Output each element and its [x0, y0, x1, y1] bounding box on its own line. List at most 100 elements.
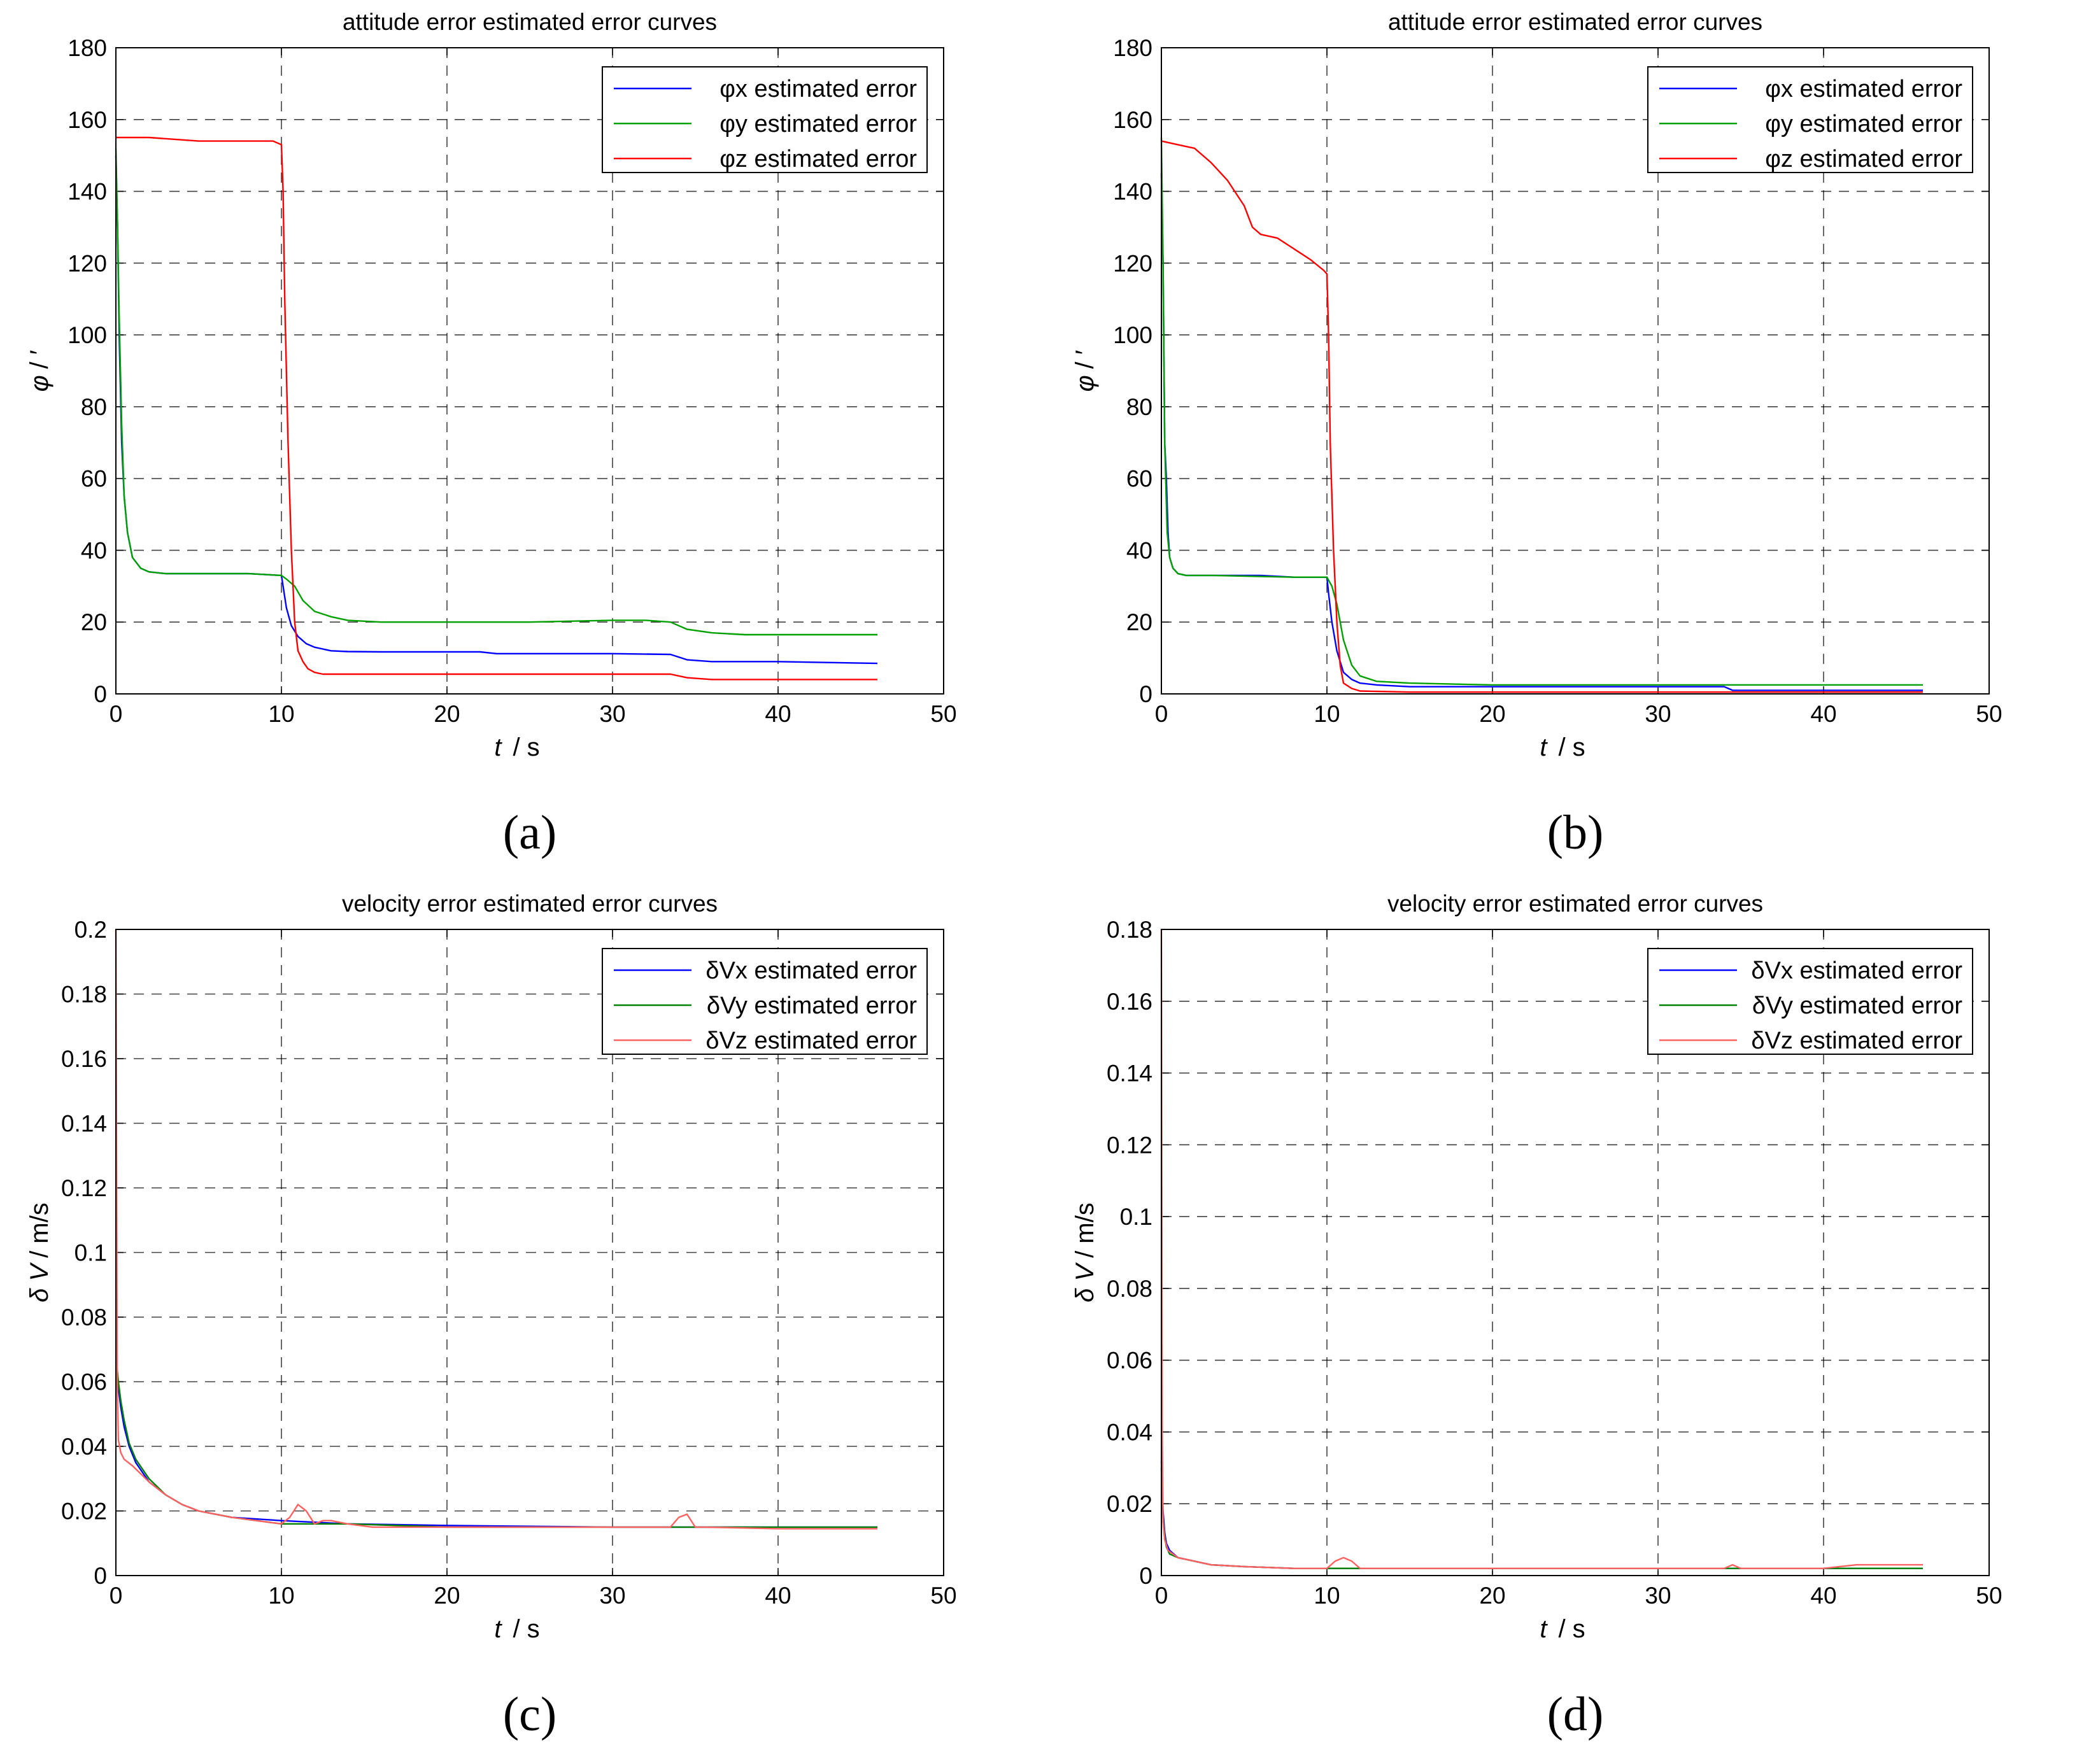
x-tick-label: 50 — [930, 1583, 956, 1609]
y-tick-label: 0 — [94, 681, 107, 707]
x-tick-label: 20 — [434, 701, 460, 727]
legend-label-1: δVx estimated error — [705, 957, 917, 984]
x-tick-label: 40 — [1810, 1583, 1836, 1609]
x-tick-label: 0 — [1155, 701, 1168, 727]
y-tick-label: 0.1 — [74, 1240, 107, 1266]
legend: φx estimated error φy estimated error φz e… — [602, 66, 928, 173]
y-tick-label: 120 — [1113, 250, 1152, 276]
legend-label-1: φx estimated error — [1765, 76, 1962, 102]
x-tick-label: 10 — [1314, 1583, 1340, 1609]
chart-title: attitude error estimated error curves — [343, 9, 717, 35]
panel-label: (d) — [1547, 1688, 1604, 1741]
chart-svg: attitude error estimated error curves 0 10… — [25, 9, 957, 761]
y-tick-label: 0.1 — [1120, 1204, 1152, 1230]
series-line-3 — [1160, 929, 1923, 1569]
y-axis-label-symbol: δ V — [25, 1262, 53, 1302]
legend-box — [602, 948, 928, 1055]
x-tick-label: 50 — [930, 701, 956, 727]
legend-label-3: φz estimated error — [1765, 146, 1962, 173]
y-tick-label: 0.02 — [61, 1499, 107, 1525]
legend-label-1: δVx estimated error — [1751, 957, 1962, 984]
y-tick-label: 40 — [1126, 537, 1152, 563]
y-tick-label: 0.06 — [61, 1369, 107, 1395]
x-tick-label: 20 — [1479, 701, 1505, 727]
x-axis-label-symbol: t — [1540, 733, 1548, 761]
series-line-3 — [116, 136, 877, 681]
y-tick-label: 140 — [1113, 179, 1152, 205]
axes-frame — [1161, 47, 1990, 695]
legend-label-2: φy estimated error — [1765, 111, 1962, 138]
y-axis-label: δ V / m/s — [1071, 1203, 1099, 1302]
y-tick-label: 0.18 — [1107, 917, 1152, 943]
legend-box — [1647, 948, 1973, 1055]
y-tick-label: 20 — [1126, 609, 1152, 635]
y-tick-label: 0 — [1139, 1563, 1152, 1589]
y-tick-label: 0.04 — [1107, 1419, 1152, 1445]
x-tick-label: 30 — [599, 1583, 625, 1609]
y-tick-label: 80 — [1126, 394, 1152, 420]
x-axis-label-unit: / s — [513, 1615, 539, 1643]
y-tick-label: 140 — [67, 179, 107, 205]
y-axis-label-unit: / m/s — [25, 1203, 53, 1258]
x-tick-label: 30 — [1645, 1583, 1671, 1609]
y-tick-label: 120 — [67, 250, 107, 276]
panel-label: (b) — [1547, 806, 1604, 859]
y-axis-label-symbol: δ V — [1071, 1262, 1099, 1302]
y-tick-label: 160 — [67, 107, 107, 133]
x-tick-label: 0 — [110, 701, 123, 727]
x-tick-label: 50 — [1976, 701, 2002, 727]
y-tick-label: 0.14 — [61, 1111, 107, 1137]
y-axis-label-symbol: φ — [1071, 375, 1099, 392]
y-tick-label: 0 — [1139, 681, 1152, 707]
y-tick-label: 180 — [1113, 35, 1152, 61]
y-axis-label-unit: / m/s — [1071, 1203, 1099, 1258]
x-tick-label: 30 — [599, 701, 625, 727]
y-tick-label: 0.02 — [1107, 1491, 1152, 1517]
y-tick-label: 0.04 — [61, 1434, 107, 1460]
x-tick-label: 10 — [268, 1583, 294, 1609]
y-tick-label: 0.12 — [61, 1175, 107, 1201]
x-axis-label-symbol: t — [494, 1615, 502, 1643]
axes-frame — [1161, 929, 1990, 1576]
y-tick-label: 100 — [67, 322, 107, 348]
x-axis-label-unit: / s — [1558, 733, 1585, 761]
x-axis-label-symbol: t — [1540, 1615, 1548, 1643]
axes-frame — [115, 47, 944, 695]
y-tick-label: 0.2 — [74, 917, 107, 943]
series-line-2 — [115, 148, 877, 636]
x-tick-label: 0 — [1155, 1583, 1168, 1609]
y-tick-label: 60 — [81, 466, 107, 492]
y-tick-label: 0.16 — [1107, 989, 1152, 1015]
x-axis-label-unit: / s — [513, 733, 539, 761]
y-axis-label-symbol: φ — [25, 375, 53, 392]
y-axis-label-unit: / ′ — [1071, 350, 1099, 369]
y-tick-label: 0.08 — [61, 1304, 107, 1330]
chart-svg: velocity error estimated error curves 0 10… — [1071, 891, 2002, 1643]
legend-label-2: φy estimated error — [719, 111, 917, 138]
series-line-3 — [115, 929, 877, 1530]
legend-label-1: φx estimated error — [719, 76, 917, 102]
legend-label-3: δVz estimated error — [1751, 1027, 1962, 1054]
y-tick-label: 0.12 — [1107, 1132, 1152, 1158]
y-tick-label: 0 — [94, 1563, 107, 1589]
x-axis-label: t / s — [1540, 1615, 1585, 1643]
y-axis-label: φ / ′ — [1071, 350, 1099, 392]
legend-label-3: φz estimated error — [719, 146, 917, 173]
legend: δVx estimated error δVy estimated error δV… — [1647, 948, 1973, 1055]
panel-label: (a) — [502, 806, 557, 859]
x-tick-label: 20 — [1479, 1583, 1505, 1609]
y-tick-label: 100 — [1113, 322, 1152, 348]
x-tick-label: 10 — [1314, 701, 1340, 727]
x-axis-label-symbol: t — [494, 733, 502, 761]
x-tick-label: 40 — [1810, 701, 1836, 727]
series-line-2 — [1160, 137, 1923, 686]
legend: φx estimated error φy estimated error φz e… — [1647, 66, 1973, 173]
y-tick-label: 80 — [81, 394, 107, 420]
y-tick-label: 0.08 — [1107, 1276, 1152, 1302]
y-tick-label: 0.16 — [61, 1046, 107, 1072]
y-axis-label: φ / ′ — [25, 350, 53, 392]
x-tick-label: 30 — [1645, 701, 1671, 727]
x-axis-label-unit: / s — [1558, 1615, 1585, 1643]
x-axis-label: t / s — [1540, 733, 1585, 761]
y-tick-label: 0.18 — [61, 982, 107, 1008]
